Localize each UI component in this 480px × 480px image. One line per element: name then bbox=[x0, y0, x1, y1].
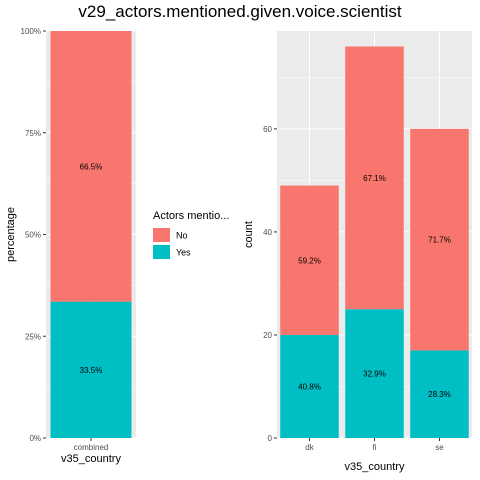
legend-label-yes: Yes bbox=[176, 248, 191, 258]
y-tick-label: 0% bbox=[29, 434, 41, 443]
data-label-dk-no: 59.2% bbox=[298, 256, 321, 265]
data-label-se-yes: 28.3% bbox=[428, 390, 451, 399]
legend: Actors mentio... No Yes bbox=[153, 210, 229, 259]
bar-se-yes bbox=[410, 350, 469, 438]
bar-combined-no bbox=[50, 31, 132, 302]
x-tick-label-combined: combined bbox=[74, 443, 109, 452]
data-label-combined-no: 66.5% bbox=[80, 162, 103, 171]
y-tick-label: 20 bbox=[263, 331, 272, 340]
data-label-fi-no: 67.1% bbox=[363, 174, 386, 183]
bar-se-no bbox=[410, 128, 469, 351]
data-label-se-no: 71.7% bbox=[428, 236, 451, 245]
x-tick-label-se: se bbox=[435, 443, 444, 452]
chart-title: v29_actors.mentioned.given.voice.scienti… bbox=[78, 2, 401, 21]
panel-count: 40.8% 59.2% 32.9% 67.1% 28.3% 71.7% 0 20 40 60 dk f… bbox=[243, 31, 472, 473]
bar-fi-no bbox=[345, 46, 404, 310]
bar-combined-yes bbox=[50, 301, 132, 438]
legend-label-no: No bbox=[176, 231, 188, 241]
x-axis-title: v35_country bbox=[345, 461, 405, 473]
y-tick-label: 100% bbox=[21, 27, 41, 36]
data-label-dk-yes: 40.8% bbox=[298, 382, 321, 391]
y-tick-label: 25% bbox=[25, 332, 41, 341]
legend-key-yes bbox=[153, 245, 170, 259]
bar-dk-no bbox=[280, 185, 339, 335]
y-tick-label: 75% bbox=[25, 129, 41, 138]
y-tick-label: 0 bbox=[268, 434, 273, 443]
y-axis-title: percentage bbox=[5, 207, 17, 262]
bar-dk-yes bbox=[280, 334, 339, 438]
y-tick-label: 40 bbox=[263, 228, 272, 237]
x-axis-title: v35_country bbox=[61, 453, 121, 465]
legend-title: Actors mentio... bbox=[153, 210, 229, 222]
data-label-fi-yes: 32.9% bbox=[363, 370, 386, 379]
x-tick-label-dk: dk bbox=[305, 443, 314, 452]
panel-percentage: 33.5% 66.5% 0% 25% 50% 75% 100% combinedv35_cou… bbox=[5, 27, 136, 465]
y-tick-label: 50% bbox=[25, 231, 41, 240]
data-label-combined-yes: 33.5% bbox=[80, 366, 103, 375]
legend-key-no bbox=[153, 228, 170, 242]
y-tick-label: 60 bbox=[263, 125, 272, 134]
x-tick-label-fi: fi bbox=[373, 443, 377, 452]
bar-fi-yes bbox=[345, 309, 404, 438]
y-axis-title: count bbox=[243, 221, 255, 248]
